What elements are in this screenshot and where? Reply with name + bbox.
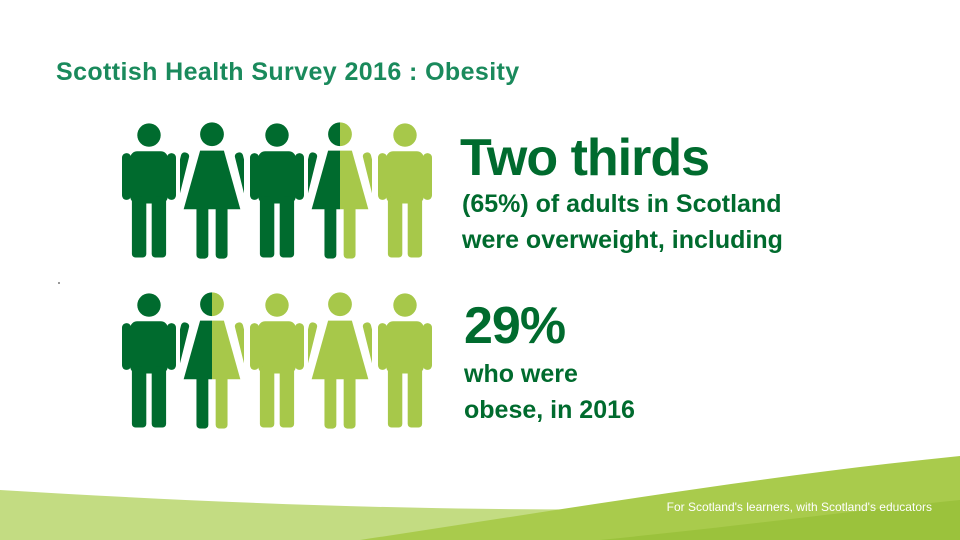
slide-title: Scottish Health Survey 2016 : Obesity [56, 58, 520, 86]
man-icon [250, 123, 304, 258]
stray-dot [58, 282, 60, 284]
obese-people-row [122, 292, 432, 429]
overweight-people-row [122, 122, 432, 259]
overweight-detail-line2: were overweight, including [462, 226, 783, 254]
footer-tagline: For Scotland's learners, with Scotland's… [666, 500, 932, 514]
overweight-headline: Two thirds [460, 129, 710, 187]
man-icon [122, 123, 176, 258]
woman-icon [308, 292, 372, 429]
man-icon [122, 293, 176, 428]
woman-icon [308, 122, 372, 259]
man-icon [378, 123, 432, 258]
footer-wave-band [0, 456, 960, 540]
obese-detail-line2: obese, in 2016 [464, 396, 635, 424]
woman-icon [180, 292, 244, 429]
overweight-detail-line1: (65%) of adults in Scotland [462, 190, 782, 218]
woman-icon [180, 122, 244, 259]
obese-headline: 29% [464, 297, 566, 355]
obese-detail-line1: who were [464, 360, 578, 388]
man-icon [378, 293, 432, 428]
man-icon [250, 293, 304, 428]
people-figures [118, 112, 440, 434]
